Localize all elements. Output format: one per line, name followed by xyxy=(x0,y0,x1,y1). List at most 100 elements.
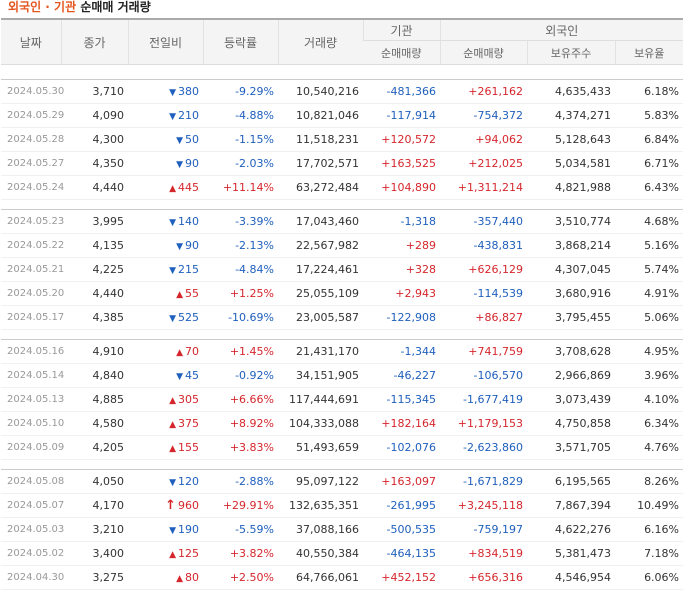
volume-cell: 22,567,982 xyxy=(278,233,363,258)
change-value: 380 xyxy=(178,85,199,98)
down-triangle-icon: ▼ xyxy=(176,160,183,170)
foreign-net-cell: +834,519 xyxy=(440,541,527,566)
foreign-net-cell: -1,671,829 xyxy=(440,469,527,494)
volume-cell: 34,151,905 xyxy=(278,363,363,388)
foreign-net-cell: +626,129 xyxy=(440,257,527,282)
foreign-ratio-cell: 5.83% xyxy=(615,103,684,128)
table-row: 2024.05.09 4,205 ▲ 155 +3.83% 51,493,659 -102,… xyxy=(1,435,684,460)
volume-cell: 104,333,088 xyxy=(278,411,363,436)
foreign-ratio-cell: 4.91% xyxy=(615,281,684,306)
volume-cell: 51,493,659 xyxy=(278,435,363,460)
header-foreign-ratio: 보유율 xyxy=(614,40,684,65)
foreign-ratio-cell: 6.84% xyxy=(615,127,684,152)
foreign-net-cell: -1,677,419 xyxy=(440,387,527,412)
change-cell: ▲ 80 xyxy=(128,565,203,590)
date-cell: 2024.05.20 xyxy=(1,281,64,306)
change-cell: ▼ 90 xyxy=(128,233,203,258)
foreign-holding-cell: 4,307,045 xyxy=(527,257,615,282)
inst-net-cell: +120,572 xyxy=(363,127,440,152)
header-change: 전일비 xyxy=(127,18,203,65)
change-value: 50 xyxy=(185,133,199,146)
volume-cell: 95,097,122 xyxy=(278,469,363,494)
inst-net-cell: -46,227 xyxy=(363,363,440,388)
close-cell: 4,840 xyxy=(61,363,128,388)
foreign-ratio-cell: 3.96% xyxy=(615,363,684,388)
table-row: 2024.05.03 3,210 ▼ 190 -5.59% 37,088,166 -500,… xyxy=(1,517,684,542)
header-date: 날짜 xyxy=(1,18,61,65)
date-cell: 2024.05.29 xyxy=(1,103,64,128)
change-value: 125 xyxy=(178,547,199,560)
close-cell: 3,995 xyxy=(61,209,128,234)
change-cell: ↑ 960 xyxy=(128,493,203,518)
title-main: 순매매 거래량 xyxy=(80,0,151,14)
foreign-net-cell: -2,623,860 xyxy=(440,435,527,460)
volume-cell: 10,821,046 xyxy=(278,103,363,128)
down-triangle-icon: ▼ xyxy=(176,372,183,382)
down-triangle-icon: ▼ xyxy=(169,314,176,324)
foreign-holding-cell: 4,821,988 xyxy=(527,175,615,200)
date-cell: 2024.05.21 xyxy=(1,257,64,282)
table-row: 2024.05.30 3,710 ▼ 380 -9.29% 10,540,216 -481,… xyxy=(1,79,684,104)
foreign-holding-cell: 4,750,858 xyxy=(527,411,615,436)
change-cell: ▲ 55 xyxy=(128,281,203,306)
table-row: 2024.05.20 4,440 ▲ 55 +1.25% 25,055,109 +2,943… xyxy=(1,281,684,306)
change-value: 210 xyxy=(178,109,199,122)
date-cell: 2024.05.09 xyxy=(1,435,64,460)
up-triangle-icon: ▲ xyxy=(169,550,176,560)
close-cell: 4,910 xyxy=(61,339,128,364)
change-cell: ▲ 70 xyxy=(128,339,203,364)
investor-trading-table: 날짜 종가 전일비 등락률 거래량 기관 외국인 순매매량 순매매량 보유주수 … xyxy=(1,18,684,590)
foreign-net-cell: -106,570 xyxy=(440,363,527,388)
close-cell: 4,580 xyxy=(61,411,128,436)
date-cell: 2024.05.10 xyxy=(1,411,64,436)
rate-cell: +6.66% xyxy=(203,387,278,412)
group-separator-cell xyxy=(1,459,684,470)
up-triangle-icon: ▲ xyxy=(176,574,183,584)
table-row: 2024.05.21 4,225 ▼ 215 -4.84% 17,224,461 +328 +… xyxy=(1,257,684,282)
change-value: 375 xyxy=(178,417,199,430)
close-cell: 3,275 xyxy=(61,565,128,590)
date-cell: 2024.05.16 xyxy=(1,339,64,364)
down-triangle-icon: ▼ xyxy=(176,136,183,146)
inst-net-cell: -261,995 xyxy=(363,493,440,518)
foreign-ratio-cell: 4.68% xyxy=(615,209,684,234)
volume-cell: 40,550,384 xyxy=(278,541,363,566)
rate-cell: +8.92% xyxy=(203,411,278,436)
close-cell: 3,400 xyxy=(61,541,128,566)
rate-cell: +3.82% xyxy=(203,541,278,566)
inst-net-cell: +182,164 xyxy=(363,411,440,436)
group-separator-cell xyxy=(1,64,684,80)
foreign-net-cell: -357,440 xyxy=(440,209,527,234)
foreign-holding-cell: 5,381,473 xyxy=(527,541,615,566)
date-cell: 2024.05.07 xyxy=(1,493,64,518)
change-value: 960 xyxy=(178,499,199,512)
foreign-holding-cell: 4,374,271 xyxy=(527,103,615,128)
inst-net-cell: +104,890 xyxy=(363,175,440,200)
down-triangle-icon: ▼ xyxy=(176,242,183,252)
table-row: 2024.05.27 4,350 ▼ 90 -2.03% 17,702,571 +163,5… xyxy=(1,151,684,176)
foreign-ratio-cell: 5.74% xyxy=(615,257,684,282)
inst-net-cell: -115,345 xyxy=(363,387,440,412)
foreign-holding-cell: 4,635,433 xyxy=(527,79,615,104)
change-value: 140 xyxy=(178,215,199,228)
change-cell: ▼ 525 xyxy=(128,305,203,330)
change-cell: ▼ 45 xyxy=(128,363,203,388)
foreign-net-cell: +1,179,153 xyxy=(440,411,527,436)
foreign-ratio-cell: 6.06% xyxy=(615,565,684,590)
date-cell: 2024.05.23 xyxy=(1,209,64,234)
header-foreign-net: 순매매량 xyxy=(439,40,527,65)
table-row: 2024.05.22 4,135 ▼ 90 -2.13% 22,567,982 +289 -4… xyxy=(1,233,684,258)
foreign-net-cell: +86,827 xyxy=(440,305,527,330)
up-triangle-icon: ▲ xyxy=(176,290,183,300)
change-cell: ▼ 90 xyxy=(128,151,203,176)
down-triangle-icon: ▼ xyxy=(169,526,176,536)
change-value: 155 xyxy=(178,441,199,454)
down-triangle-icon: ▼ xyxy=(169,218,176,228)
change-cell: ▼ 380 xyxy=(128,79,203,104)
group-separator-cell xyxy=(1,329,684,340)
foreign-ratio-cell: 4.95% xyxy=(615,339,684,364)
volume-cell: 63,272,484 xyxy=(278,175,363,200)
inst-net-cell: +163,525 xyxy=(363,151,440,176)
volume-cell: 10,540,216 xyxy=(278,79,363,104)
table-row: 2024.05.24 4,440 ▲ 445 +11.14% 63,272,484 +104… xyxy=(1,175,684,200)
